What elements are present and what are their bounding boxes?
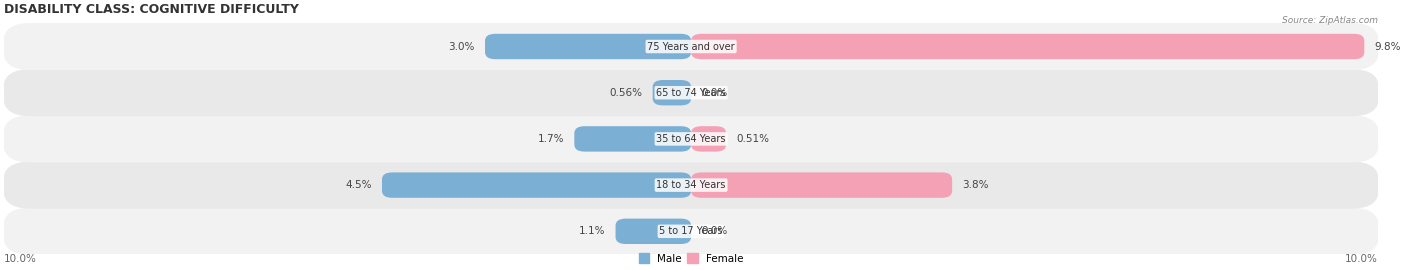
FancyBboxPatch shape — [3, 161, 1379, 209]
Text: 9.8%: 9.8% — [1375, 42, 1402, 52]
FancyBboxPatch shape — [616, 219, 692, 244]
FancyBboxPatch shape — [692, 173, 952, 198]
FancyBboxPatch shape — [3, 208, 1379, 255]
Text: 0.0%: 0.0% — [702, 88, 728, 98]
FancyBboxPatch shape — [574, 126, 692, 152]
Text: 0.51%: 0.51% — [737, 134, 769, 144]
FancyBboxPatch shape — [3, 23, 1379, 70]
FancyBboxPatch shape — [485, 34, 692, 59]
FancyBboxPatch shape — [3, 69, 1379, 116]
Text: 18 to 34 Years: 18 to 34 Years — [657, 180, 725, 190]
Text: 65 to 74 Years: 65 to 74 Years — [657, 88, 725, 98]
FancyBboxPatch shape — [3, 115, 1379, 163]
Text: 5 to 17 Years: 5 to 17 Years — [659, 226, 723, 236]
Text: 1.1%: 1.1% — [579, 226, 605, 236]
Text: 0.0%: 0.0% — [702, 226, 728, 236]
Text: 10.0%: 10.0% — [1346, 254, 1378, 264]
Text: 3.0%: 3.0% — [449, 42, 475, 52]
Text: Source: ZipAtlas.com: Source: ZipAtlas.com — [1282, 16, 1378, 25]
Text: DISABILITY CLASS: COGNITIVE DIFFICULTY: DISABILITY CLASS: COGNITIVE DIFFICULTY — [4, 4, 299, 16]
Text: 35 to 64 Years: 35 to 64 Years — [657, 134, 725, 144]
FancyBboxPatch shape — [692, 34, 1364, 59]
Text: 0.56%: 0.56% — [609, 88, 643, 98]
Legend: Male, Female: Male, Female — [634, 248, 748, 268]
Text: 75 Years and over: 75 Years and over — [647, 42, 735, 52]
Text: 3.8%: 3.8% — [963, 180, 988, 190]
Text: 1.7%: 1.7% — [537, 134, 564, 144]
FancyBboxPatch shape — [692, 126, 725, 152]
Text: 10.0%: 10.0% — [4, 254, 37, 264]
FancyBboxPatch shape — [382, 173, 692, 198]
FancyBboxPatch shape — [652, 80, 692, 105]
Text: 4.5%: 4.5% — [346, 180, 371, 190]
